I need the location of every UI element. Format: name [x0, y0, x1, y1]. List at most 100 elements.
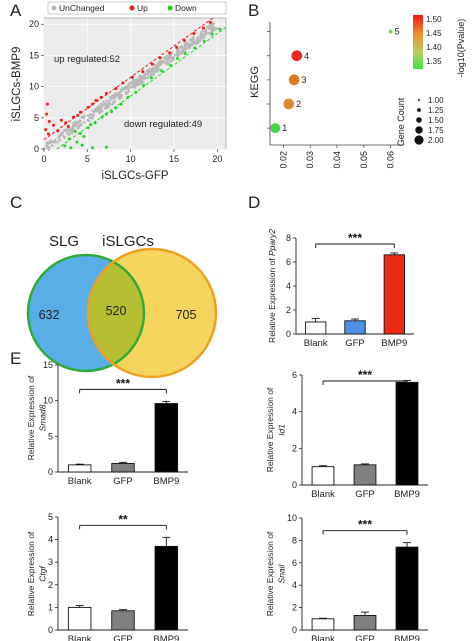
panel-a-point-down: [91, 146, 95, 150]
x-tick-label: BMP9: [153, 476, 179, 487]
panel-a-point-unchanged: [63, 136, 66, 139]
y-tick-label: 6: [292, 370, 297, 380]
panel-b-size-legend-value: 2.00: [428, 136, 444, 145]
panel-a-unchanged-band: [42, 22, 219, 151]
panel-b-point: [288, 74, 300, 86]
panel-b-size-legend-value: 1.00: [428, 96, 444, 105]
panel-b-points: 1 2 3 4 5: [270, 27, 400, 134]
y-tick-label: 5: [48, 512, 53, 522]
panel-a-point-unchanged: [70, 131, 74, 135]
panel-b-point: [270, 123, 281, 134]
panel-a-point-up: [130, 75, 134, 79]
panel-a-point-up: [52, 123, 56, 127]
panel-a-point-up: [91, 102, 95, 106]
panel-a-point-unchanged: [91, 116, 94, 120]
panel-a-point-down: [183, 52, 187, 56]
y-tick-label: 3: [48, 557, 53, 567]
significance-stars: ***: [348, 231, 362, 245]
y-tick-label: 1: [48, 602, 53, 612]
y-tick-label: 6: [286, 257, 291, 267]
bar: [311, 618, 335, 631]
panel-a-point-unchanged: [51, 144, 54, 147]
panel-a-point-unchanged: [124, 86, 127, 90]
panel-a-point-unchanged: [50, 139, 54, 143]
panel-a-point-unchanged: [76, 121, 80, 124]
panel-a-point-unchanged: [190, 43, 193, 47]
panel-b-colorbar-label: -log10(Pvalue): [456, 19, 466, 78]
panel-b-size-legend-value: 1.75: [428, 126, 444, 135]
panel-a-point-unchanged: [175, 53, 179, 57]
x-tick-label: Blank: [68, 476, 92, 487]
panel-a-point-unchanged: [103, 106, 107, 110]
panel-a-point-unchanged: [147, 67, 151, 71]
panel-a-point-unchanged: [211, 22, 215, 25]
panel-a-point-unchanged: [47, 141, 51, 144]
panel-b-point-label: 2: [296, 99, 301, 109]
panel-a-point-unchanged: [63, 129, 67, 132]
panel-a-point-down: [69, 146, 73, 150]
panel-a-point-unchanged: [150, 67, 154, 70]
panel-a-legend-unchanged: UnChanged: [59, 3, 105, 13]
venn-count-overlap: 520: [106, 304, 127, 318]
x-tick-label: Blank: [311, 634, 335, 641]
panel-a-point-unchanged: [108, 99, 112, 102]
panel-a-point-unchanged: [47, 148, 51, 151]
panel-a-point-unchanged: [89, 116, 92, 120]
panel-a-point-down: [160, 69, 164, 73]
panel-a-point-unchanged: [104, 103, 108, 106]
panel-a-legend-up: Up: [137, 3, 148, 13]
bar: [353, 614, 377, 631]
x-tick-label: GFP: [355, 489, 375, 500]
panel-a-point-unchanged: [83, 121, 86, 124]
panel-a-point-unchanged: [168, 60, 172, 63]
panel-a-point-unchanged: [171, 57, 174, 60]
panel-a-point-unchanged: [192, 38, 195, 41]
venn-set-label-left: SLG: [49, 233, 79, 250]
panel-a-point-down: [73, 130, 77, 134]
panel-a-legend-down: Down: [175, 3, 197, 13]
panel-a-point-unchanged: [215, 27, 219, 30]
y-tick-label: 4: [286, 281, 291, 291]
panel-a-point-up: [114, 86, 118, 90]
venn-circle-right-edge: [86, 247, 218, 379]
x-tick-label: BMP9: [394, 489, 420, 500]
bar: [154, 403, 179, 473]
panel-a-y-tick-label: 0: [34, 144, 39, 154]
panel-a-point-unchanged: [48, 146, 51, 149]
panel-a-point-unchanged: [183, 42, 187, 45]
bar: [111, 610, 135, 631]
y-tick-label: 0: [286, 329, 291, 339]
panel-a-point-unchanged: [102, 100, 106, 104]
panel-a-annotation-up: up regulated:52: [54, 54, 120, 65]
panel-a-point-unchanged: [206, 25, 209, 29]
panel-b-colorbar-tick: 1.40: [426, 43, 442, 52]
y-tick-label: 5: [48, 431, 53, 441]
panel-label-a: A: [10, 1, 22, 20]
panel-a-point-up: [208, 20, 212, 24]
panel-a-point-unchanged: [139, 76, 143, 80]
panel-a-point-up: [66, 125, 70, 129]
bar: [111, 462, 135, 473]
panel-a-legend-dot-up: [129, 5, 135, 11]
panel-a-point-unchanged: [119, 90, 123, 93]
panel-a-point-up: [45, 112, 49, 116]
panel-a-point-down: [63, 144, 67, 148]
venn-circle-left-edge: [26, 253, 146, 373]
significance-stars: ***: [116, 376, 130, 390]
bar: [154, 545, 179, 631]
panel-a-point-up: [141, 70, 145, 74]
y-tick-label: 0: [292, 480, 297, 490]
panel-a-point-unchanged: [184, 47, 187, 50]
venn-overlap: [88, 255, 144, 371]
panel-a-point-up: [201, 26, 205, 30]
panel-a-point-unchanged: [199, 35, 203, 39]
y-tick-label: 8: [292, 535, 297, 545]
panel-a-point-unchanged: [113, 100, 117, 104]
bar: [395, 381, 419, 486]
panel-a-point-unchanged: [68, 130, 72, 133]
panel-a-point-unchanged: [72, 122, 76, 125]
panel-a-point-down: [104, 145, 108, 149]
y-tick-label: 10: [43, 396, 53, 406]
panel-b-size-legend-dot: [418, 99, 420, 101]
